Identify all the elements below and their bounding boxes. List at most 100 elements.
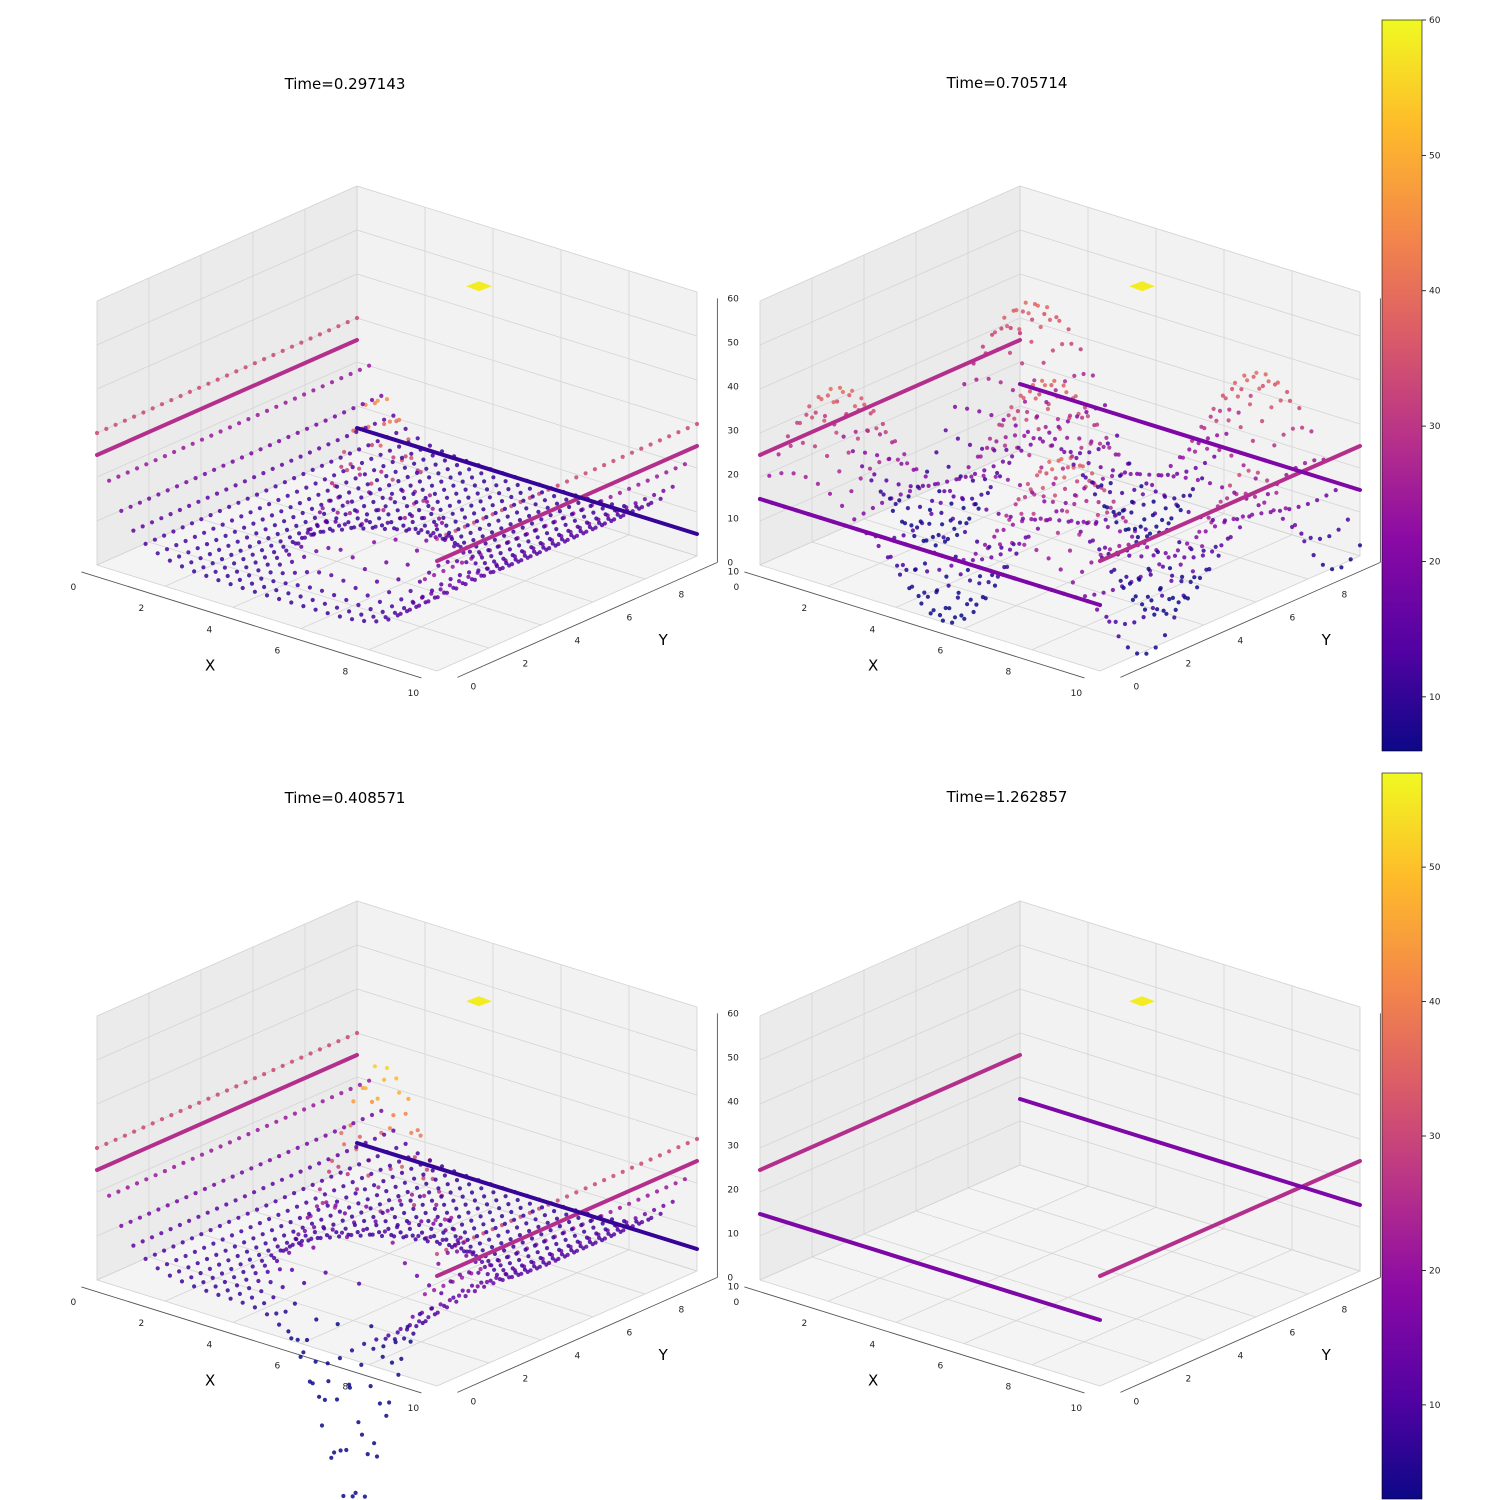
data-point <box>375 1154 380 1159</box>
data-point <box>564 497 569 502</box>
data-point <box>606 1231 611 1236</box>
data-point <box>246 1132 251 1137</box>
x-tick-label: 10 <box>1071 1404 1083 1414</box>
data-point <box>1116 634 1121 639</box>
data-point <box>181 1160 186 1165</box>
data-point <box>646 502 651 507</box>
data-point <box>913 567 918 572</box>
data-point <box>1281 432 1286 437</box>
data-point <box>332 593 337 598</box>
data-point <box>447 1298 452 1303</box>
data-point <box>1113 619 1118 625</box>
data-point <box>289 1267 295 1272</box>
data-point <box>280 348 285 353</box>
data-point <box>489 1245 495 1250</box>
data-point <box>1274 490 1279 495</box>
data-point <box>333 519 338 524</box>
data-point <box>275 531 280 537</box>
data-point <box>252 589 257 594</box>
data-point <box>907 586 912 591</box>
data-point <box>270 466 275 471</box>
data-point <box>936 532 941 538</box>
data-point <box>374 1337 379 1342</box>
data-point <box>987 544 992 549</box>
data-point <box>396 577 401 582</box>
data-point <box>1090 373 1095 378</box>
data-point <box>480 1248 485 1253</box>
data-point <box>522 553 528 558</box>
data-point <box>291 515 296 520</box>
data-point <box>352 508 357 513</box>
data-point <box>1222 518 1228 523</box>
x-tick-label: 2 <box>802 1319 808 1329</box>
data-point <box>359 1210 364 1215</box>
data-point <box>153 1173 158 1178</box>
data-point <box>479 555 485 560</box>
data-point <box>1278 398 1283 403</box>
data-point <box>113 1137 118 1142</box>
data-point <box>511 529 516 534</box>
data-point <box>1268 509 1273 515</box>
data-point <box>178 1108 183 1114</box>
data-point <box>1227 483 1233 488</box>
y-tick-label: 10 <box>728 567 740 577</box>
gridline <box>863 518 1205 626</box>
data-point <box>1094 520 1099 525</box>
data-point <box>397 444 402 449</box>
data-point <box>1128 471 1133 477</box>
data-point <box>1166 555 1171 560</box>
data-point <box>423 1210 428 1216</box>
data-point <box>137 1215 142 1220</box>
data-point <box>1186 509 1191 515</box>
data-point <box>279 1224 284 1229</box>
data-point <box>474 519 480 524</box>
data-point <box>366 1158 371 1163</box>
data-point <box>372 540 377 545</box>
data-point <box>1107 490 1113 495</box>
data-point <box>1081 519 1086 525</box>
data-point <box>1075 414 1080 419</box>
data-point <box>292 476 297 481</box>
data-point <box>1111 509 1116 515</box>
data-point <box>292 570 297 575</box>
data-point <box>177 507 182 513</box>
data-point <box>1215 433 1220 438</box>
data-point <box>454 1178 460 1183</box>
z-tick-label: 40 <box>727 382 739 392</box>
data-point <box>384 1065 390 1071</box>
data-point <box>234 569 240 574</box>
data-point <box>245 496 250 501</box>
data-point <box>566 1243 571 1248</box>
data-point <box>542 498 548 503</box>
data-point <box>877 460 882 465</box>
data-point <box>1022 399 1028 404</box>
data-point <box>365 482 370 487</box>
data-point <box>348 462 353 467</box>
data-point <box>272 523 277 528</box>
y-tick-label: 2 <box>1186 659 1192 669</box>
data-point <box>437 1189 442 1194</box>
data-point <box>504 1272 509 1277</box>
z-tick-label: 50 <box>727 1053 739 1063</box>
data-point <box>326 442 331 447</box>
data-point <box>776 452 781 457</box>
data-point <box>962 529 968 535</box>
data-point <box>423 495 428 501</box>
data-point <box>435 499 440 504</box>
data-point <box>972 471 978 476</box>
data-point <box>399 1356 404 1361</box>
data-point <box>1100 476 1105 481</box>
data-point <box>634 504 639 509</box>
data-point <box>1211 406 1216 411</box>
data-point <box>1299 531 1304 536</box>
data-point <box>307 585 312 590</box>
data-point <box>447 503 452 508</box>
data-point <box>1287 398 1293 403</box>
data-point <box>949 563 954 568</box>
data-point <box>539 1205 545 1210</box>
data-point <box>406 437 411 442</box>
data-point <box>1265 478 1270 483</box>
data-point <box>314 422 319 427</box>
data-point <box>202 471 207 477</box>
data-point <box>349 1348 355 1353</box>
